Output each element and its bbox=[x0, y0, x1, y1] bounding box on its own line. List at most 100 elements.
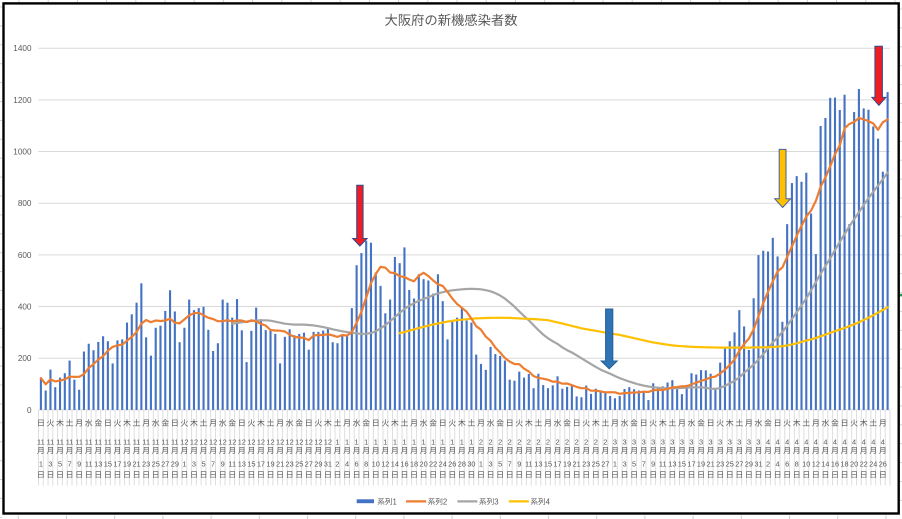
svg-text:27: 27 bbox=[305, 460, 313, 469]
svg-text:11: 11 bbox=[525, 460, 533, 469]
svg-text:2: 2 bbox=[575, 438, 579, 447]
svg-text:11: 11 bbox=[104, 438, 112, 447]
svg-text:800: 800 bbox=[18, 199, 32, 208]
svg-text:15: 15 bbox=[247, 460, 255, 469]
svg-text:3: 3 bbox=[728, 438, 732, 447]
svg-text:21: 21 bbox=[132, 460, 140, 469]
svg-text:1: 1 bbox=[450, 438, 454, 447]
svg-text:13: 13 bbox=[94, 460, 102, 469]
svg-text:29: 29 bbox=[314, 460, 322, 469]
svg-text:15: 15 bbox=[544, 460, 552, 469]
svg-text:12: 12 bbox=[257, 438, 265, 447]
svg-text:3: 3 bbox=[622, 438, 626, 447]
svg-text:11: 11 bbox=[75, 438, 83, 447]
svg-text:4: 4 bbox=[345, 460, 349, 469]
svg-text:2: 2 bbox=[565, 438, 569, 447]
svg-text:1: 1 bbox=[39, 460, 43, 469]
svg-text:2: 2 bbox=[488, 438, 492, 447]
svg-text:30: 30 bbox=[467, 460, 475, 469]
svg-text:11: 11 bbox=[37, 438, 45, 447]
svg-text:13: 13 bbox=[668, 460, 676, 469]
svg-text:12: 12 bbox=[286, 438, 294, 447]
svg-text:1: 1 bbox=[613, 460, 617, 469]
svg-text:8: 8 bbox=[795, 460, 799, 469]
svg-text:11: 11 bbox=[659, 460, 667, 469]
svg-text:11: 11 bbox=[114, 438, 122, 447]
svg-text:23: 23 bbox=[142, 460, 150, 469]
svg-text:19: 19 bbox=[123, 460, 131, 469]
svg-text:19: 19 bbox=[563, 460, 571, 469]
svg-text:19: 19 bbox=[697, 460, 705, 469]
svg-text:9: 9 bbox=[517, 460, 521, 469]
svg-text:3: 3 bbox=[747, 438, 751, 447]
svg-text:18: 18 bbox=[410, 460, 418, 469]
svg-text:12: 12 bbox=[180, 438, 188, 447]
svg-text:3: 3 bbox=[613, 438, 617, 447]
svg-text:1: 1 bbox=[422, 438, 426, 447]
svg-text:29: 29 bbox=[171, 460, 179, 469]
svg-text:4: 4 bbox=[823, 438, 827, 447]
svg-text:9: 9 bbox=[77, 460, 81, 469]
svg-text:1000: 1000 bbox=[13, 148, 32, 157]
svg-text:0: 0 bbox=[27, 406, 32, 415]
svg-text:31: 31 bbox=[324, 460, 332, 469]
svg-text:2: 2 bbox=[443, 497, 447, 506]
svg-text:5: 5 bbox=[498, 460, 502, 469]
svg-text:27: 27 bbox=[735, 460, 743, 469]
svg-text:1: 1 bbox=[460, 438, 464, 447]
svg-text:1: 1 bbox=[374, 438, 378, 447]
svg-text:12: 12 bbox=[228, 438, 236, 447]
svg-text:2: 2 bbox=[517, 438, 521, 447]
svg-text:3: 3 bbox=[756, 438, 760, 447]
svg-text:11: 11 bbox=[142, 438, 150, 447]
svg-text:3: 3 bbox=[632, 438, 636, 447]
svg-text:3: 3 bbox=[642, 438, 646, 447]
svg-text:9: 9 bbox=[651, 460, 655, 469]
svg-text:5: 5 bbox=[201, 460, 205, 469]
svg-text:13: 13 bbox=[534, 460, 542, 469]
svg-text:2: 2 bbox=[335, 460, 339, 469]
svg-text:12: 12 bbox=[381, 460, 389, 469]
svg-text:4: 4 bbox=[842, 438, 846, 447]
svg-text:25: 25 bbox=[726, 460, 734, 469]
svg-text:28: 28 bbox=[458, 460, 466, 469]
svg-text:2: 2 bbox=[584, 438, 588, 447]
svg-text:10: 10 bbox=[802, 460, 810, 469]
svg-text:12: 12 bbox=[219, 438, 227, 447]
svg-text:4: 4 bbox=[766, 438, 770, 447]
svg-text:1: 1 bbox=[383, 438, 387, 447]
svg-text:4: 4 bbox=[871, 438, 875, 447]
svg-text:16: 16 bbox=[400, 460, 408, 469]
svg-text:11: 11 bbox=[133, 438, 141, 447]
svg-text:26: 26 bbox=[448, 460, 456, 469]
svg-text:12: 12 bbox=[266, 438, 274, 447]
svg-text:3: 3 bbox=[709, 438, 713, 447]
svg-text:5: 5 bbox=[58, 460, 62, 469]
svg-text:2: 2 bbox=[766, 460, 770, 469]
svg-text:3: 3 bbox=[670, 438, 674, 447]
svg-text:11: 11 bbox=[161, 438, 169, 447]
svg-text:3: 3 bbox=[192, 460, 196, 469]
svg-text:3: 3 bbox=[488, 460, 492, 469]
svg-text:14: 14 bbox=[391, 460, 399, 469]
svg-text:25: 25 bbox=[295, 460, 303, 469]
svg-text:26: 26 bbox=[879, 460, 887, 469]
svg-text:9: 9 bbox=[221, 460, 225, 469]
svg-text:3: 3 bbox=[661, 438, 665, 447]
svg-text:21: 21 bbox=[706, 460, 714, 469]
svg-text:27: 27 bbox=[601, 460, 609, 469]
svg-text:1: 1 bbox=[345, 438, 349, 447]
svg-text:4: 4 bbox=[776, 438, 780, 447]
svg-text:1: 1 bbox=[182, 460, 186, 469]
svg-text:4: 4 bbox=[814, 438, 818, 447]
svg-text:31: 31 bbox=[754, 460, 762, 469]
svg-text:4: 4 bbox=[881, 438, 885, 447]
svg-text:1: 1 bbox=[355, 438, 359, 447]
svg-text:16: 16 bbox=[831, 460, 839, 469]
svg-text:1: 1 bbox=[393, 497, 397, 506]
svg-text:1: 1 bbox=[412, 438, 416, 447]
svg-text:8: 8 bbox=[364, 460, 368, 469]
svg-text:23: 23 bbox=[716, 460, 724, 469]
svg-text:22: 22 bbox=[860, 460, 868, 469]
svg-text:7: 7 bbox=[68, 460, 72, 469]
